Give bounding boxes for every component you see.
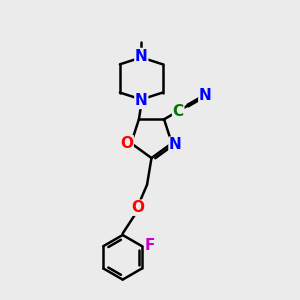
Text: N: N [199,88,211,103]
Text: N: N [169,137,182,152]
Text: O: O [120,136,133,151]
Text: O: O [132,200,145,215]
Text: N: N [135,49,148,64]
Text: C: C [173,103,184,118]
Text: F: F [145,238,155,253]
Text: N: N [135,93,148,108]
